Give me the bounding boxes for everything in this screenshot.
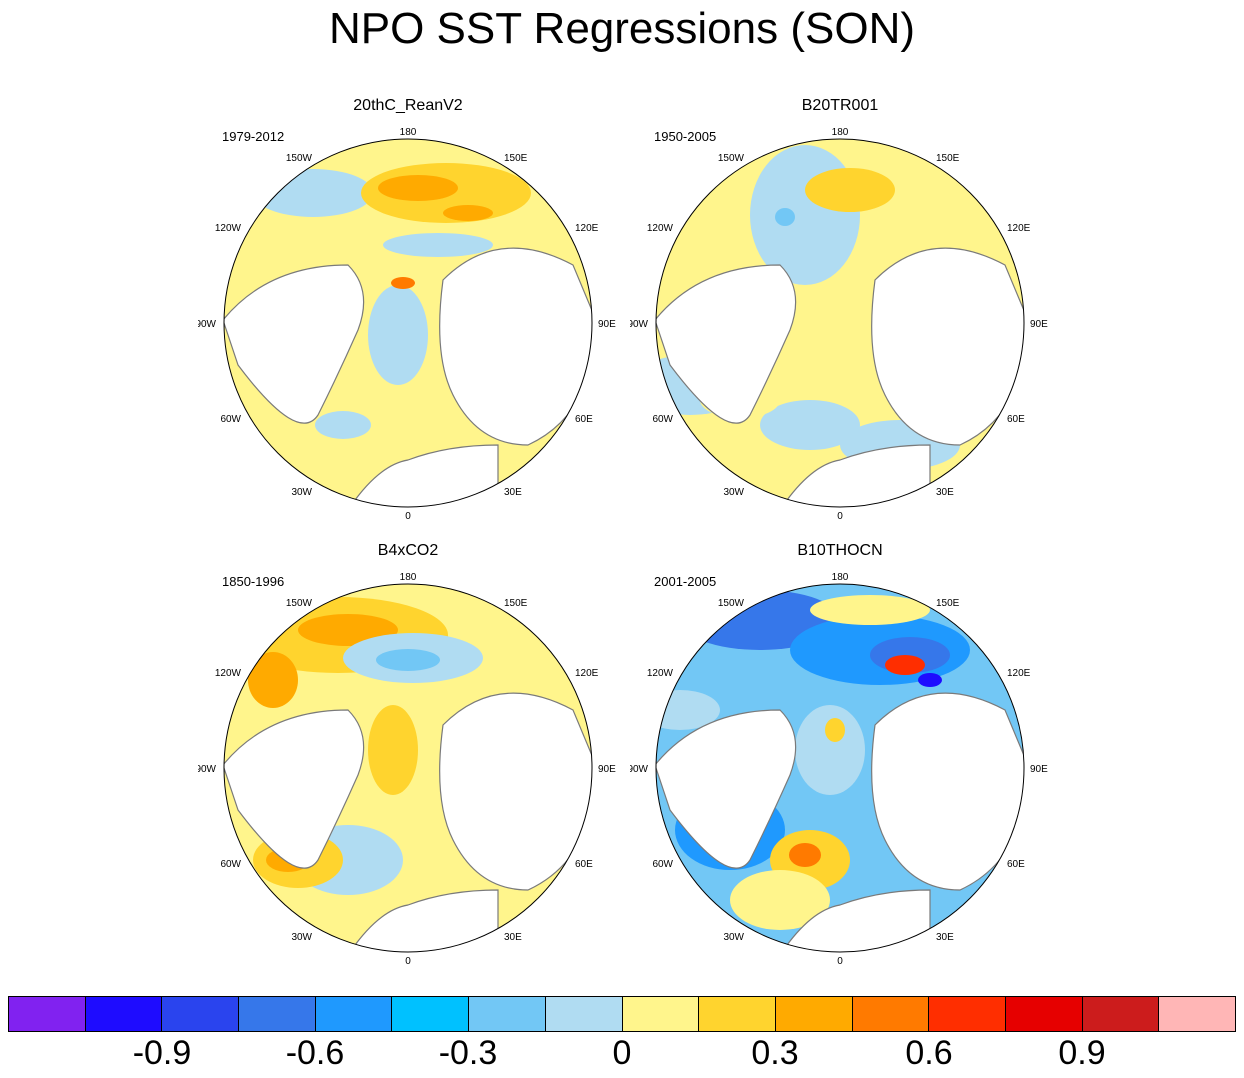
colorbar-box — [852, 997, 930, 1031]
colorbar-box — [622, 997, 700, 1031]
colorbar-label: 0.3 — [751, 1034, 799, 1072]
lon-label-60w: 60W — [220, 859, 241, 870]
lon-label-150w: 150W — [718, 153, 745, 164]
colorbar-box — [315, 997, 393, 1031]
lon-label-90w: 90W — [630, 764, 649, 775]
figure-title: NPO SST Regressions (SON) — [328, 4, 915, 53]
lon-label-0: 0 — [405, 956, 411, 967]
panel-title: 20thC_ReanV2 — [353, 97, 463, 114]
colorbar-box — [1005, 997, 1083, 1031]
lon-label-150w: 150W — [286, 153, 313, 164]
lon-label-150e: 150E — [936, 153, 960, 164]
colorbar-box — [545, 997, 623, 1031]
map-panel-b4xco2: B4xCO2 1850-1996 180 150E 120E 90E 60E 3… — [198, 542, 618, 972]
lon-label-0: 0 — [405, 511, 411, 522]
lon-label-120w: 120W — [647, 668, 674, 679]
colorbar-label: 0.9 — [1058, 1034, 1106, 1072]
lon-label-180: 180 — [832, 127, 849, 138]
lon-label-60w: 60W — [652, 414, 673, 425]
lon-label-90w: 90W — [198, 764, 217, 775]
map-panel-b10thocn: B10THOCN 2001-2005 180 150E 12 — [630, 542, 1050, 972]
panel-title: B20TR001 — [801, 97, 879, 114]
lon-label-120w: 120W — [647, 223, 674, 234]
panel-period: 1979-2012 — [222, 129, 285, 144]
colorbar-box — [469, 997, 546, 1031]
lon-label-60w: 60W — [652, 859, 673, 870]
polar-map: 180 150E 120E 90E 60E 30E 0 30W 60W 90W … — [198, 127, 616, 522]
lon-label-0: 0 — [837, 511, 843, 522]
lon-label-0: 0 — [837, 956, 843, 967]
colorbar-label: 0.6 — [905, 1034, 953, 1072]
colorbar-box — [1082, 997, 1160, 1031]
polar-map: 180 150E 120E 90E 60E 30E 0 30W 60W 90W … — [630, 572, 1048, 967]
colorbar-box — [162, 997, 240, 1031]
panel-title: B4xCO2 — [377, 542, 439, 559]
colorbar-box — [392, 997, 470, 1031]
lon-label-120e: 120E — [575, 223, 599, 234]
lon-label-90e: 90E — [598, 319, 616, 330]
colorbar-box — [239, 997, 316, 1031]
lon-label-120e: 120E — [1007, 223, 1031, 234]
lon-label-90w: 90W — [198, 319, 217, 330]
lon-label-60e: 60E — [575, 414, 593, 425]
panel-title: B10THOCN — [797, 542, 883, 559]
colorbar-box — [9, 997, 86, 1031]
map-panel-20thc-reanv2: 20thC_ReanV2 1979-2012 180 150E 120E 90E… — [198, 97, 618, 527]
lon-label-30w: 30W — [291, 487, 312, 498]
lon-label-90e: 90E — [1030, 764, 1048, 775]
colorbar — [8, 996, 1236, 1032]
lon-label-30w: 30W — [723, 487, 744, 498]
colorbar-label: -0.9 — [132, 1034, 192, 1072]
lon-label-90w: 90W — [630, 319, 649, 330]
lon-label-180: 180 — [832, 572, 849, 583]
polar-map: 180 150E 120E 90E 60E 30E 0 30W 60W 90W … — [630, 127, 1048, 522]
colorbar-label: -0.6 — [285, 1034, 345, 1072]
lon-label-180: 180 — [400, 572, 417, 583]
colorbar-label: -0.3 — [438, 1034, 498, 1072]
lon-label-120e: 120E — [1007, 668, 1031, 679]
panel-period: 1950-2005 — [654, 129, 717, 144]
colorbar-box — [85, 997, 163, 1031]
lon-label-30w: 30W — [291, 932, 312, 943]
lon-label-60e: 60E — [1007, 414, 1025, 425]
polar-map: 180 150E 120E 90E 60E 30E 0 30W 60W 90W … — [198, 572, 616, 967]
lon-label-30e: 30E — [504, 487, 522, 498]
colorbar-label: 0 — [612, 1034, 632, 1072]
lon-label-30e: 30E — [936, 932, 954, 943]
panel-period: 2001-2005 — [654, 574, 717, 589]
lon-label-30e: 30E — [504, 932, 522, 943]
lon-label-30e: 30E — [936, 487, 954, 498]
panel-period: 1850-1996 — [222, 574, 285, 589]
colorbar-box — [1159, 997, 1235, 1031]
lon-label-90e: 90E — [598, 764, 616, 775]
lon-label-120e: 120E — [575, 668, 599, 679]
colorbar-box — [775, 997, 853, 1031]
colorbar-box — [699, 997, 776, 1031]
lon-label-30w: 30W — [723, 932, 744, 943]
lon-label-60e: 60E — [575, 859, 593, 870]
map-panel-b20tr001: B20TR001 1950-2005 180 150E 120E 90E 60E… — [630, 97, 1050, 527]
lon-label-150w: 150W — [718, 598, 745, 609]
lon-label-150e: 150E — [504, 153, 528, 164]
lon-label-90e: 90E — [1030, 319, 1048, 330]
lon-label-180: 180 — [400, 127, 417, 138]
lon-label-120w: 120W — [215, 668, 242, 679]
colorbar-box — [929, 997, 1006, 1031]
lon-label-60w: 60W — [220, 414, 241, 425]
lon-label-150e: 150E — [936, 598, 960, 609]
lon-label-60e: 60E — [1007, 859, 1025, 870]
lon-label-120w: 120W — [215, 223, 242, 234]
lon-label-150w: 150W — [286, 598, 313, 609]
lon-label-150e: 150E — [504, 598, 528, 609]
